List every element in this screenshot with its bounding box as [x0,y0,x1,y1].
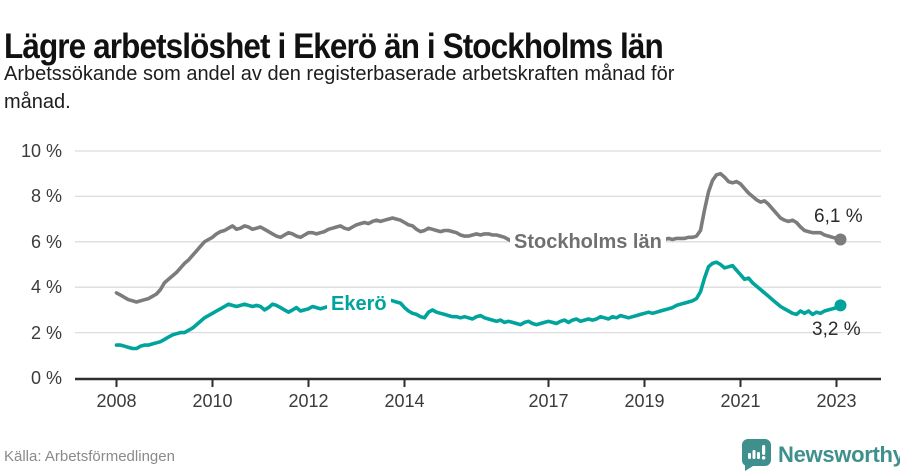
newsworthy-wordmark: Newsworthy [778,442,900,467]
series-label-ekero: Ekerö [327,292,391,317]
x-tick-label: 2023 [816,391,857,411]
y-tick-label: 6 % [30,231,62,252]
end-value-label-ekero: 3,2 % [812,319,861,340]
x-tick-label: 2012 [288,391,329,411]
page-title: Lägre arbetslöshet i Ekerö än i Stockhol… [4,27,664,67]
y-tick-label: 10 % [20,141,62,161]
end-value-label-stockholms-lan: 6,1 % [814,206,863,227]
series-line-stockholm [114,171,843,304]
newsworthy-bubble-icon [742,439,771,471]
end-dot-ekero [834,299,847,312]
series-label-stockholms-lan: Stockholms län [510,230,666,255]
x-tick-label: 2014 [384,391,425,411]
subtitle-line: månad. [4,91,71,113]
subtitle-line: Arbetssökande som andel av den registerb… [4,63,675,85]
chart-subtitle: Arbetssökande som andel av den registerb… [4,60,674,116]
y-tick-label: 8 % [30,186,62,207]
source-attribution: Källa: Arbetsförmedlingen [4,448,175,465]
x-tick-label: 2019 [624,391,665,411]
x-tick-label: 2017 [528,391,569,411]
x-tick-label: 2010 [192,391,233,411]
y-tick-label: 0 % [30,368,62,388]
end-dot-stockholm [834,233,847,246]
y-tick-label: 4 % [30,277,62,298]
series-line-ekero [114,260,843,351]
y-tick-label: 2 % [30,322,62,343]
x-tick-label: 2021 [720,391,761,411]
newsworthy-logo: Newsworthy [742,439,900,471]
x-tick-label: 2008 [96,391,137,411]
